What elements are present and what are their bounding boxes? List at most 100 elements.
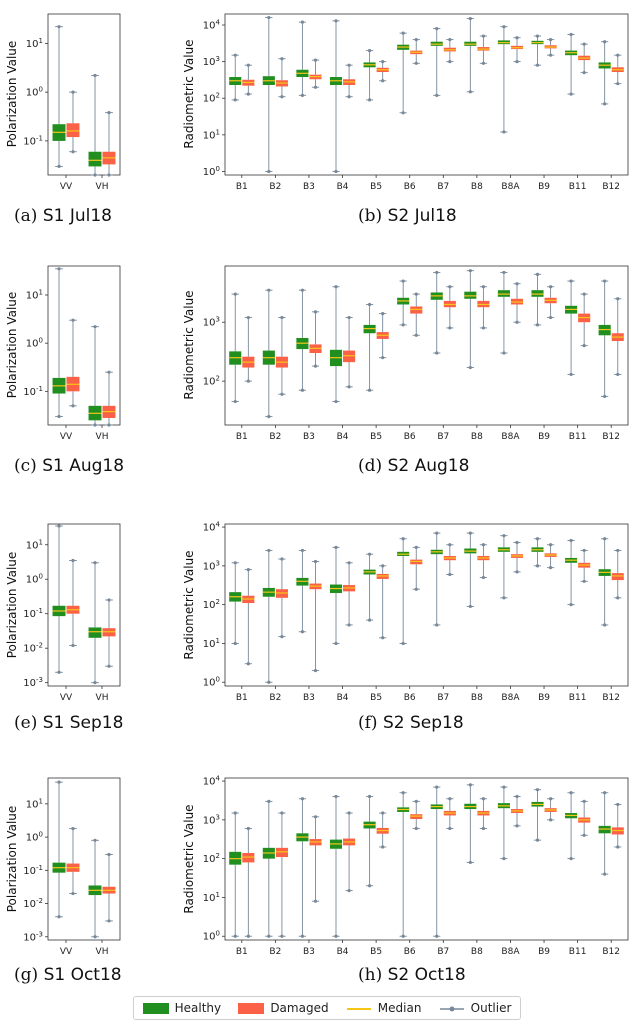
outlier-low-d-B11-healthy — [569, 372, 573, 377]
x-tick-label-b-6: B7 — [437, 182, 449, 192]
y-axis-label-g: Polarization Value — [5, 806, 19, 913]
outlier-low-f-B7-damaged — [448, 572, 452, 577]
outlier-high-h-B1-damaged — [246, 826, 250, 831]
outlier-high-h-B4-damaged — [347, 811, 351, 815]
outlier-low-h-B7-damaged — [448, 826, 452, 831]
outlier-low-d-B2-healthy — [267, 414, 271, 419]
outlier-high-d-B4-healthy — [334, 285, 338, 289]
outlier-low-b-B4-healthy — [334, 169, 338, 174]
x-tick-label-h-9: B9 — [538, 947, 550, 957]
outlier-low-b-B11-damaged — [582, 71, 586, 75]
y-tick-label-e-0: 10-3 — [23, 676, 43, 689]
y-tick-label-g-0: 10-3 — [23, 930, 43, 943]
outlier-low-h-B8A-healthy — [502, 857, 506, 861]
outlier-low-d-B7-healthy — [435, 351, 439, 355]
outlier-low-d-B11-damaged — [582, 344, 586, 348]
outlier-high-d-B12-healthy — [603, 279, 607, 283]
x-tick-label-d-10: B11 — [569, 432, 587, 442]
x-tick-label-e-0: VV — [60, 693, 73, 703]
outlier-high-d-B7-damaged — [448, 285, 452, 289]
outlier-high-e-VV-damaged — [71, 558, 75, 563]
x-tick-label-b-9: B9 — [538, 182, 550, 192]
x-tick-label-b-10: B11 — [569, 182, 587, 192]
outlier-high-d-B9-healthy — [535, 272, 540, 276]
outlier-high-g-VH-healthy — [93, 838, 97, 842]
caption-h: (h) S2 Oct18 — [358, 965, 466, 985]
y-axis-label-c: Polarization Value — [5, 292, 19, 399]
outlier-low-d-B12-damaged — [616, 372, 620, 377]
outlier-high-d-B11-healthy — [569, 279, 573, 283]
outlier-low-f-B6-healthy — [401, 641, 405, 646]
outlier-high-f-B8A-healthy — [502, 534, 506, 538]
outlier-high-e-VH-healthy — [93, 561, 97, 565]
outlier-low-c-VH-damaged — [107, 423, 111, 427]
outlier-low-d-B8A-healthy — [502, 351, 506, 355]
outlier-low-a-VH-damaged — [107, 173, 111, 177]
x-tick-label-c-1: VH — [96, 432, 109, 442]
x-tick-label-a-1: VH — [96, 182, 109, 192]
outlier-low-a-VV-healthy — [57, 164, 61, 169]
outlier-low-h-B11-healthy — [569, 857, 573, 861]
outlier-high-d-B3-damaged — [313, 310, 318, 314]
outlier-low-h-B12-damaged — [616, 845, 620, 849]
outlier-low-e-VV-healthy — [57, 670, 61, 674]
x-tick-label-h-0: B1 — [236, 947, 248, 957]
y-axis-label-a: Polarization Value — [5, 41, 19, 148]
outlier-high-a-VV-healthy — [57, 25, 61, 29]
outlier-low-f-B1-healthy — [233, 641, 237, 646]
outlier-low-g-VH-damaged — [107, 919, 111, 923]
outlier-low-f-B5-damaged — [381, 636, 385, 640]
outlier-low-h-B8-damaged — [481, 826, 486, 831]
y-tick-label-b-3: 103 — [203, 55, 220, 68]
outlier-low-h-B4-healthy — [334, 934, 338, 938]
outlier-high-b-B2-healthy — [267, 15, 271, 20]
outlier-high-d-B6-damaged — [414, 292, 418, 296]
x-tick-label-d-8: B8A — [501, 432, 520, 442]
outlier-low-b-B6-healthy — [401, 111, 405, 115]
outlier-high-h-B8-healthy — [468, 783, 472, 787]
x-tick-label-h-2: B3 — [303, 947, 315, 957]
outlier-high-b-B11-healthy — [569, 32, 573, 37]
outlier-low-b-B8-healthy — [468, 90, 472, 94]
plot-frame-d — [224, 265, 629, 426]
outlier-high-f-B3-healthy — [300, 548, 305, 553]
outlier-low-h-B5-damaged — [381, 845, 385, 849]
x-tick-label-f-1: B2 — [269, 693, 281, 703]
x-tick-label-h-11: B12 — [602, 947, 620, 957]
x-tick-label-b-4: B5 — [370, 182, 382, 192]
outlier-low-f-B4-damaged — [347, 623, 351, 627]
outlier-low-f-B9-healthy — [535, 564, 540, 568]
box-e-VH-healthy — [88, 627, 102, 638]
outlier-low-e-VV-damaged — [71, 643, 75, 648]
outlier-high-f-B9-healthy — [535, 537, 540, 541]
outlier-high-c-VH-damaged — [107, 370, 111, 374]
outlier-high-h-B6-healthy — [401, 791, 405, 795]
outlier-high-d-B11-damaged — [582, 292, 586, 296]
outlier-low-b-B8A-damaged — [515, 60, 519, 64]
outlier-low-d-B4-healthy — [334, 399, 338, 404]
box-d-B4-damaged — [343, 350, 356, 363]
outlier-high-h-B3-healthy — [300, 797, 305, 801]
x-tick-label-h-4: B5 — [370, 947, 382, 957]
outlier-low-f-B1-damaged — [246, 662, 250, 666]
outlier-low-b-B1-healthy — [233, 98, 237, 102]
outlier-low-b-B6-damaged — [414, 61, 418, 65]
outlier-high-d-B7-healthy — [435, 270, 439, 275]
caption-d: (d) S2 Aug18 — [358, 456, 470, 476]
y-tick-label-e-3: 100 — [26, 573, 43, 586]
box-a-VH-healthy — [88, 151, 102, 167]
outlier-high-f-B8-healthy — [468, 531, 472, 535]
outlier-low-f-B11-healthy — [569, 603, 573, 607]
outlier-high-b-B2-damaged — [280, 57, 284, 61]
outlier-low-h-B8-healthy — [468, 860, 472, 865]
outlier-low-f-B9-damaged — [548, 566, 553, 570]
outlier-low-h-B2-healthy — [267, 934, 271, 938]
outlier-high-b-B5-healthy — [367, 49, 372, 53]
caption-e: (e) S1 Sep18 — [14, 713, 124, 733]
outlier-high-g-VH-damaged — [107, 852, 111, 857]
y-tick-label-b-1: 101 — [203, 128, 220, 141]
outlier-high-h-B8A-damaged — [515, 794, 519, 799]
plot-frame-e — [47, 523, 121, 687]
legend-median-label: Median — [377, 1001, 422, 1015]
outlier-low-f-B7-healthy — [435, 623, 439, 627]
